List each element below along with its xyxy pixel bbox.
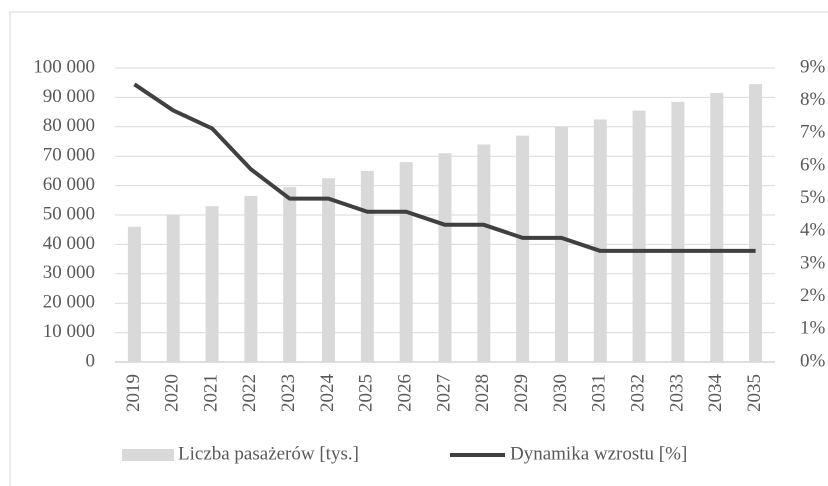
- bar: [244, 195, 258, 362]
- y2-tick-label: 5%: [800, 187, 826, 208]
- line: [133, 82, 756, 253]
- y-tick-label: 70 000: [43, 145, 95, 166]
- bar: [399, 162, 413, 362]
- y2-tick-label: 9%: [800, 56, 826, 77]
- y-tick-label: 30 000: [43, 262, 95, 283]
- y-tick-label: 10 000: [43, 321, 95, 342]
- bar: [166, 215, 180, 362]
- y2-tick-label: 7%: [800, 122, 826, 143]
- y2-tick-label: 8%: [800, 89, 826, 110]
- bar: [710, 92, 724, 363]
- x-tick-label: 2022: [239, 374, 260, 412]
- x-tick-label: 2025: [356, 374, 377, 412]
- bar: [438, 153, 452, 362]
- legend-label: Liczba pasażerów [tys.]: [178, 443, 359, 464]
- x-tick-label: 2020: [162, 374, 183, 412]
- x-tick-label: 2034: [705, 374, 726, 413]
- bar: [283, 187, 297, 362]
- y2-tick-label: 2%: [800, 285, 826, 306]
- bar: [671, 101, 685, 362]
- x-tick-label: 2035: [744, 374, 765, 412]
- x-tick-label: 2024: [317, 374, 338, 413]
- bar: [205, 206, 219, 362]
- y2-tick-label: 4%: [800, 220, 826, 241]
- y-tick-label: 90 000: [43, 86, 95, 107]
- bar: [593, 119, 607, 362]
- bar: [360, 170, 374, 362]
- x-tick-label: 2026: [395, 374, 416, 412]
- x-tick-label: 2029: [511, 374, 532, 412]
- x-tick-label: 2027: [433, 374, 454, 412]
- y-tick-label: 50 000: [43, 203, 95, 224]
- y-tick-label: 60 000: [43, 174, 95, 195]
- bar: [477, 144, 491, 362]
- x-tick-label: 2031: [589, 374, 610, 412]
- bar: [322, 178, 336, 362]
- y2-tick-label: 6%: [800, 154, 826, 175]
- x-tick-label: 2028: [472, 374, 493, 412]
- bar: [127, 226, 141, 362]
- x-tick-label: 2032: [627, 374, 648, 412]
- x-tick-label: 2021: [200, 374, 221, 412]
- bar: [749, 84, 763, 363]
- legend-swatch: [122, 449, 174, 461]
- y-tick-label: 80 000: [43, 115, 95, 136]
- y-tick-label: 100 000: [33, 56, 95, 77]
- y-tick-label: 40 000: [43, 233, 95, 254]
- legend-label: Dynamika wzrostu [%]: [510, 443, 687, 464]
- y-tick-label: 0: [86, 350, 96, 371]
- bar: [554, 126, 568, 362]
- y2-tick-label: 1%: [800, 318, 826, 339]
- x-tick-label: 2023: [278, 374, 299, 412]
- bar: [632, 110, 646, 362]
- y2-tick-label: 3%: [800, 252, 826, 273]
- bar: [516, 135, 530, 362]
- y2-tick-label: 0%: [800, 350, 826, 371]
- y-tick-label: 20 000: [43, 292, 95, 313]
- x-tick-label: 2030: [550, 374, 571, 412]
- x-tick-label: 2033: [666, 374, 687, 412]
- x-tick-label: 2019: [123, 374, 144, 412]
